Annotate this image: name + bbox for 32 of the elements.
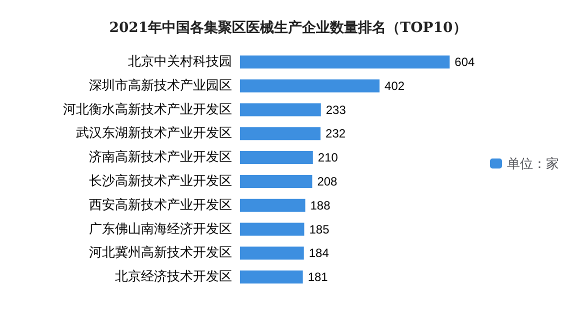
bar bbox=[240, 198, 306, 212]
bar bbox=[240, 103, 321, 116]
data-label: 210 bbox=[318, 150, 338, 165]
y-tick-label: 武汉东湖新技术产业开发区 bbox=[76, 126, 232, 142]
y-tick-label: 深圳市高新技术产业园区 bbox=[89, 77, 232, 94]
y-tick-label: 北京中关村科技园 bbox=[128, 54, 232, 70]
bar bbox=[240, 270, 303, 284]
y-tick-label: 长沙高新技术产业开发区 bbox=[89, 172, 232, 189]
data-label: 604 bbox=[454, 54, 476, 69]
data-label: 208 bbox=[317, 174, 338, 188]
bar bbox=[240, 79, 380, 92]
y-tick-label: 济南高新技术产业开发区 bbox=[89, 149, 232, 166]
chart-title: 2021年中国各集聚区医械生产企业数量排名（TOP10） bbox=[109, 19, 467, 36]
bar bbox=[240, 55, 450, 68]
data-label: 188 bbox=[310, 198, 331, 212]
legend-label: 单位：家 bbox=[507, 156, 559, 171]
bar bbox=[240, 246, 304, 260]
y-tick-label: 西安高新技术产业开发区 bbox=[89, 196, 232, 213]
y-tick-label: 广东佛山南海经济开发区 bbox=[89, 222, 232, 237]
y-tick-label: 河北冀州高新技术开发区 bbox=[89, 244, 232, 261]
data-label: 232 bbox=[326, 126, 346, 141]
bar bbox=[240, 127, 321, 140]
data-label: 233 bbox=[326, 102, 346, 117]
data-label: 185 bbox=[309, 222, 330, 236]
data-label: 184 bbox=[308, 246, 330, 260]
y-tick-label: 河北衡水高新技术产业开发区 bbox=[63, 101, 232, 118]
bar bbox=[240, 222, 304, 236]
data-label: 181 bbox=[308, 270, 328, 284]
bar bbox=[240, 151, 313, 164]
y-tick-label: 北京经济技术开发区 bbox=[115, 270, 232, 285]
bar bbox=[240, 174, 312, 188]
data-label: 402 bbox=[384, 78, 405, 93]
